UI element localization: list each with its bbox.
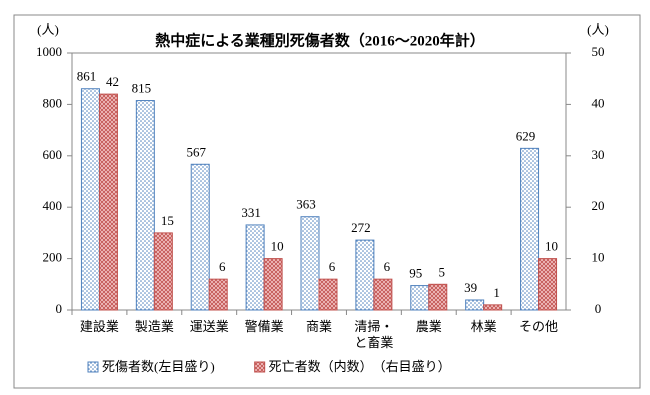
y2-tick-label: 30: [592, 147, 605, 162]
data-label: 95: [409, 266, 422, 281]
bar: [245, 224, 265, 311]
y2-tick-label: 20: [592, 198, 605, 213]
bar: [355, 239, 375, 311]
legend-label: 死傷者数(左目盛り): [102, 359, 215, 374]
x-tick-label: 林業: [470, 319, 497, 334]
y-tick-label: 0: [56, 301, 63, 316]
data-label: 363: [296, 197, 316, 212]
bar: [428, 283, 448, 311]
y-tick-label: 200: [43, 250, 63, 265]
bar: [300, 216, 320, 311]
bar: [208, 278, 228, 311]
x-tick-label: 建設業: [79, 319, 119, 334]
y2-tick-label: 40: [592, 95, 605, 110]
bar: [98, 93, 118, 311]
data-label: 6: [219, 259, 226, 274]
data-label: 39: [464, 280, 477, 295]
x-tick-label: 製造業: [134, 319, 174, 334]
y-axis-label: (人): [37, 22, 59, 37]
y2-axis-label: (人): [587, 22, 609, 37]
y-tick-label: 1000: [36, 44, 62, 59]
x-tick-label: 運送業: [189, 319, 229, 334]
bar: [410, 285, 430, 311]
bar: [263, 258, 283, 311]
data-label: 331: [241, 205, 261, 220]
data-label: 815: [132, 81, 152, 96]
y2-tick-label: 50: [592, 44, 605, 59]
data-label: 42: [106, 74, 119, 89]
data-label: 272: [351, 220, 371, 235]
bar: [153, 232, 173, 311]
bar: [318, 278, 338, 311]
data-label: 1: [493, 285, 500, 300]
legend-swatch: [254, 361, 266, 373]
data-label: 10: [545, 239, 558, 254]
data-label: 10: [271, 239, 284, 254]
data-label: 6: [384, 259, 391, 274]
data-label: 567: [186, 144, 206, 159]
bar: [190, 163, 210, 311]
bar: [465, 299, 485, 311]
bar: [135, 100, 155, 311]
bar: [520, 147, 540, 311]
y-tick-label: 400: [43, 198, 63, 213]
y2-tick-label: 10: [592, 250, 605, 265]
legend-swatch: [87, 361, 99, 373]
bar: [80, 88, 100, 311]
bar: [483, 304, 503, 311]
bar: [373, 278, 393, 311]
data-label: 15: [161, 213, 174, 228]
outer-border: [13, 14, 641, 389]
x-tick-label: 農業: [415, 319, 442, 334]
data-label: 629: [516, 128, 536, 143]
chart-title: 熱中症による業種別死傷者数（2016～2020年計）: [155, 31, 485, 49]
y-tick-label: 600: [43, 147, 63, 162]
x-tick-label: 警備業: [244, 319, 284, 334]
data-label: 861: [77, 69, 97, 84]
data-label: 5: [439, 264, 446, 279]
legend-label: 死亡者数（内数） （右目盛り）: [269, 359, 451, 374]
x-tick-label: 清掃・と畜業: [354, 319, 394, 350]
y-tick-label: 800: [43, 95, 63, 110]
bar: [538, 258, 558, 311]
data-label: 6: [329, 259, 336, 274]
x-tick-label: 商業: [305, 319, 332, 334]
y2-tick-label: 0: [595, 301, 602, 316]
x-tick-label: その他: [519, 319, 559, 334]
